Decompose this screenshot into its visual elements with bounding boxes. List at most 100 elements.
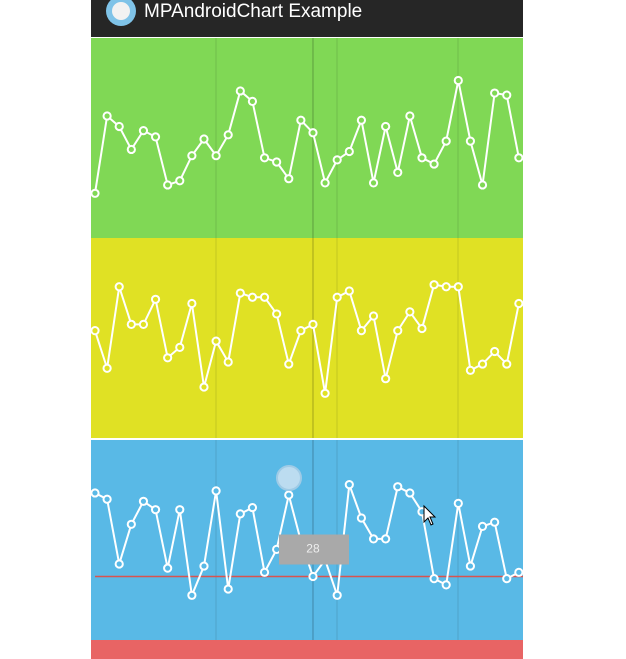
data-point xyxy=(490,88,500,98)
data-point xyxy=(247,96,258,107)
data-point xyxy=(235,509,245,519)
data-point xyxy=(187,590,197,600)
data-point xyxy=(344,146,354,157)
data-point xyxy=(175,176,185,186)
data-point xyxy=(199,382,209,392)
data-point xyxy=(308,319,318,329)
data-point xyxy=(138,496,149,506)
data-point xyxy=(514,153,524,163)
data-point xyxy=(126,319,136,329)
data-point xyxy=(102,363,112,373)
data-point xyxy=(490,517,500,527)
data-point xyxy=(102,111,112,121)
line-chart xyxy=(90,238,524,438)
data-point xyxy=(477,180,488,190)
data-point xyxy=(465,365,476,375)
data-point xyxy=(344,286,354,296)
data-point xyxy=(477,521,488,531)
data-point xyxy=(90,488,100,498)
data-point xyxy=(102,494,112,504)
data-point xyxy=(163,353,173,363)
line-chart xyxy=(90,38,524,238)
data-point xyxy=(405,111,415,121)
data-point xyxy=(175,505,185,515)
data-point xyxy=(453,282,463,292)
data-point xyxy=(138,319,149,329)
data-point xyxy=(284,174,294,184)
data-point xyxy=(284,359,294,369)
data-point xyxy=(393,326,403,336)
next-chart xyxy=(91,640,523,659)
data-point xyxy=(381,534,391,544)
data-point xyxy=(138,126,149,136)
data-point xyxy=(284,490,294,500)
mouse-cursor xyxy=(423,504,437,526)
data-line xyxy=(94,80,520,194)
data-point xyxy=(514,567,524,577)
data-point xyxy=(368,178,379,188)
data-point xyxy=(332,155,342,165)
marker-label: 28 xyxy=(306,542,320,556)
data-point xyxy=(114,559,124,569)
data-point xyxy=(490,346,500,357)
data-point xyxy=(163,563,173,573)
data-point xyxy=(368,534,379,544)
data-point xyxy=(465,136,476,146)
data-point xyxy=(356,326,367,336)
data-point xyxy=(114,282,124,292)
data-point xyxy=(332,292,342,302)
data-point xyxy=(187,151,197,161)
data-point xyxy=(417,153,427,163)
data-point xyxy=(320,388,330,398)
data-point xyxy=(90,188,100,198)
data-point xyxy=(296,115,306,125)
data-point xyxy=(465,561,476,571)
data-point xyxy=(429,574,439,584)
data-point xyxy=(453,498,463,508)
chart-background xyxy=(91,38,523,238)
data-point xyxy=(259,292,270,302)
data-point xyxy=(126,144,136,155)
data-point xyxy=(344,480,354,490)
data-point xyxy=(405,488,415,498)
data-point xyxy=(223,357,233,367)
data-point xyxy=(393,482,403,492)
data-point xyxy=(272,309,282,319)
data-point xyxy=(405,307,415,317)
data-point xyxy=(308,128,318,138)
data-point xyxy=(502,90,512,100)
data-point xyxy=(368,311,379,321)
marker-box xyxy=(278,534,349,565)
data-point xyxy=(514,298,524,309)
touch-indicator xyxy=(275,465,302,491)
data-point xyxy=(126,519,136,529)
line-chart xyxy=(90,440,524,640)
data-point xyxy=(429,159,439,169)
data-point xyxy=(90,326,100,336)
data-point xyxy=(259,567,270,577)
data-point xyxy=(187,298,197,309)
data-point xyxy=(259,153,270,163)
data-point xyxy=(199,134,209,144)
app-title: MPAndroidChart Example xyxy=(144,1,362,22)
data-point xyxy=(441,136,451,146)
data-point xyxy=(308,571,318,582)
data-point xyxy=(150,505,161,515)
data-point xyxy=(381,374,391,384)
data-point xyxy=(211,151,221,161)
data-point xyxy=(211,486,221,496)
data-point xyxy=(502,574,512,584)
data-point xyxy=(272,157,282,167)
data-point xyxy=(296,326,306,336)
data-point xyxy=(223,130,233,140)
data-point xyxy=(175,342,185,352)
data-point xyxy=(429,280,439,290)
data-point xyxy=(163,180,173,190)
data-point xyxy=(356,115,367,125)
data-point xyxy=(235,86,245,96)
action-bar xyxy=(91,0,523,37)
data-point xyxy=(502,359,512,369)
data-point xyxy=(332,590,342,600)
data-point xyxy=(114,121,124,132)
app-icon-center xyxy=(112,2,130,20)
